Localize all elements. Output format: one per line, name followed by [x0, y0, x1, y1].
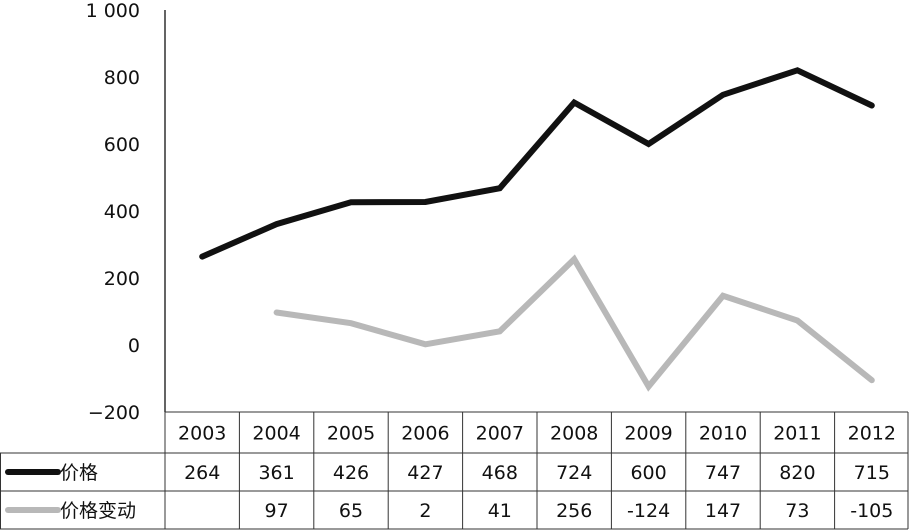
data-label: 427 [407, 462, 443, 484]
series-line-2 [273, 254, 875, 392]
data-label: 97 [265, 500, 289, 522]
data-label: 468 [482, 462, 518, 484]
y-tick-label: 200 [104, 268, 140, 290]
data-label: 747 [705, 462, 741, 484]
data-label: 264 [184, 462, 220, 484]
data-label: 73 [785, 500, 809, 522]
data-label: -124 [627, 500, 670, 522]
x-tick-label: 2003 [178, 423, 226, 445]
legend-label-2: 价格变动 [60, 500, 136, 522]
x-tick-label: 2011 [773, 423, 821, 445]
data-label: 2 [419, 500, 431, 522]
data-label: 820 [779, 462, 815, 484]
data-label: 715 [854, 462, 890, 484]
x-tick-label: 2009 [624, 423, 672, 445]
y-tick-label: 0 [128, 335, 140, 357]
x-tick-label: 2012 [848, 423, 896, 445]
data-label: 147 [705, 500, 741, 522]
y-tick-label: 400 [104, 201, 140, 223]
plot-area [199, 67, 875, 392]
y-tick-label: −200 [88, 402, 140, 424]
data-label: 256 [556, 500, 592, 522]
x-tick-label: 2010 [699, 423, 747, 445]
x-tick-label: 2004 [252, 423, 300, 445]
data-label: 41 [488, 500, 512, 522]
y-tick-label: 600 [104, 134, 140, 156]
x-tick-label: 2007 [476, 423, 524, 445]
data-label: 65 [339, 500, 363, 522]
y-axis: −200 0 200 400 600 800 1 000 [86, 0, 166, 424]
data-label: 600 [630, 462, 666, 484]
data-label: 724 [556, 462, 592, 484]
x-tick-label: 2006 [401, 423, 449, 445]
y-tick-label: 1 000 [86, 0, 140, 22]
x-tick-label: 2005 [327, 423, 375, 445]
data-label: 361 [258, 462, 294, 484]
x-tick-label: 2008 [550, 423, 598, 445]
data-label: 426 [333, 462, 369, 484]
y-tick-label: 800 [104, 67, 140, 89]
series-line-1 [199, 67, 875, 260]
legend-label-1: 价格 [60, 462, 98, 484]
data-label: -105 [850, 500, 893, 522]
data-table: 2003 2004 2005 2006 2007 2008 2009 2010 2011 2012… [0, 411, 909, 530]
